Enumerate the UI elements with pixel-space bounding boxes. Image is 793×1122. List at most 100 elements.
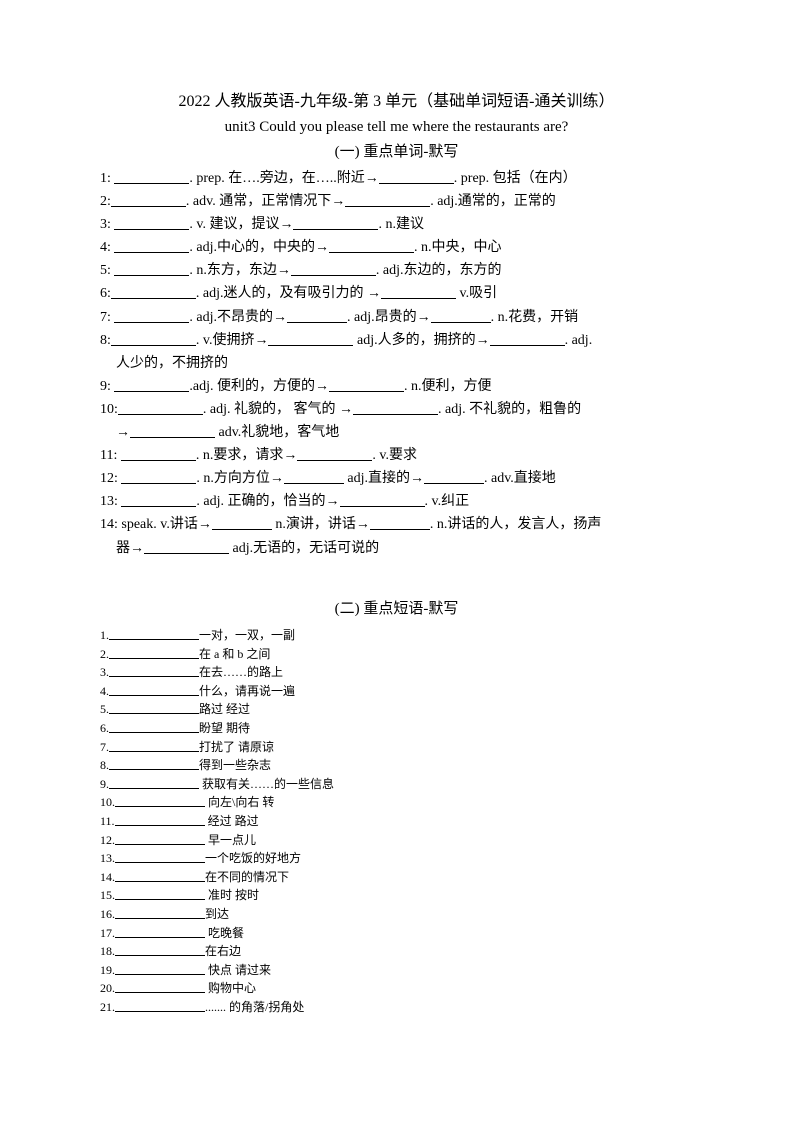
section1: 1: . prep. 在….旁边，在…..附近→. prep. 包括（在内） 2… <box>100 167 693 560</box>
blank[interactable] <box>144 540 229 554</box>
item-number: 5. <box>100 702 109 716</box>
blank[interactable] <box>370 516 430 530</box>
item-text: 经过 路过 <box>205 814 259 828</box>
phrase-item: 5.路过 经过 <box>100 700 693 719</box>
blank[interactable] <box>115 982 205 993</box>
item-14: 14: speak. v.讲话→ n.演讲，讲话→. n.讲话的人，发言人，扬声 <box>100 513 693 536</box>
blank[interactable] <box>111 193 186 207</box>
item-number: 15. <box>100 888 115 902</box>
blank[interactable] <box>109 778 199 789</box>
item-9: 9: .adj. 便利的，方便的→. n.便利，方便 <box>100 375 693 398</box>
item-text: 在去……的路上 <box>199 665 283 679</box>
blank[interactable] <box>109 685 199 696</box>
item-5: 5: . n.东方，东边→. adj.东边的，东方的 <box>100 259 693 282</box>
blank[interactable] <box>115 796 205 807</box>
blank[interactable] <box>115 964 205 975</box>
blank[interactable] <box>115 889 205 900</box>
blank[interactable] <box>111 332 196 346</box>
phrase-item: 10. 向左\向右 转 <box>100 793 693 812</box>
blank[interactable] <box>109 629 199 640</box>
blank[interactable] <box>115 815 205 826</box>
item-number: 11. <box>100 814 115 828</box>
blank[interactable] <box>115 834 205 845</box>
blank[interactable] <box>109 703 199 714</box>
blank[interactable] <box>115 852 205 863</box>
blank[interactable] <box>424 470 484 484</box>
item-number: 14. <box>100 870 115 884</box>
item-1: 1: . prep. 在….旁边，在…..附近→. prep. 包括（在内） <box>100 167 693 190</box>
phrase-item: 16.到达 <box>100 905 693 924</box>
item-text: 准时 按时 <box>205 888 259 902</box>
blank[interactable] <box>109 722 199 733</box>
phrase-item: 1.一对，一双，一副 <box>100 626 693 645</box>
blank[interactable] <box>353 401 438 415</box>
blank[interactable] <box>345 193 430 207</box>
phrase-item: 6. 盼望 期待 <box>100 719 693 738</box>
blank[interactable] <box>115 927 205 938</box>
blank[interactable] <box>297 447 372 461</box>
item-13: 13: . adj. 正确的，恰当的→. v.纠正 <box>100 490 693 513</box>
blank[interactable] <box>111 285 196 299</box>
item-10b: → adv.礼貌地，客气地 <box>100 421 693 444</box>
phrase-item: 11. 经过 路过 <box>100 812 693 831</box>
blank[interactable] <box>115 1001 205 1012</box>
blank[interactable] <box>293 216 378 230</box>
blank[interactable] <box>329 378 404 392</box>
item-4: 4: . adj.中心的，中央的→. n.中央，中心 <box>100 236 693 259</box>
blank[interactable] <box>329 239 414 253</box>
blank[interactable] <box>109 759 199 770</box>
item-number: 19. <box>100 963 115 977</box>
blank[interactable] <box>115 908 205 919</box>
item-3: 3: . v. 建议，提议→. n.建议 <box>100 213 693 236</box>
phrase-item: 4.什么，请再说一遍 <box>100 682 693 701</box>
blank[interactable] <box>109 741 199 752</box>
phrase-item: 12. 早一点儿 <box>100 831 693 850</box>
item-text: ....... 的角落/拐角处 <box>205 1000 304 1014</box>
blank[interactable] <box>130 424 215 438</box>
item-number: 8. <box>100 758 109 772</box>
phrase-item: 17. 吃晚餐 <box>100 924 693 943</box>
phrase-item: 2.在 a 和 b 之间 <box>100 645 693 664</box>
blank[interactable] <box>287 309 347 323</box>
item-number: 12. <box>100 833 115 847</box>
item-number: 6. <box>100 721 109 735</box>
blank[interactable] <box>114 262 189 276</box>
item-number: 18. <box>100 944 115 958</box>
phrase-item: 9. 获取有关……的一些信息 <box>100 775 693 794</box>
blank[interactable] <box>431 309 491 323</box>
item-text: 吃晚餐 <box>205 926 244 940</box>
item-10: 10:. adj. 礼貌的， 客气的 →. adj. 不礼貌的，粗鲁的 <box>100 398 693 421</box>
blank[interactable] <box>114 170 189 184</box>
blank[interactable] <box>490 332 565 346</box>
title-main: 2022 人教版英语-九年级-第 3 单元（基础单词短语-通关训练） <box>100 90 693 114</box>
blank[interactable] <box>115 871 205 882</box>
blank[interactable] <box>379 170 454 184</box>
phrase-item: 18. 在右边 <box>100 942 693 961</box>
blank[interactable] <box>114 216 189 230</box>
blank[interactable] <box>109 648 199 659</box>
item-2: 2:. adv. 通常，正常情况下→. adj.通常的，正常的 <box>100 190 693 213</box>
blank[interactable] <box>118 401 203 415</box>
phrase-item: 21........ 的角落/拐角处 <box>100 998 693 1017</box>
blank[interactable] <box>284 470 344 484</box>
item-text: 一对，一双，一副 <box>199 628 295 642</box>
blank[interactable] <box>109 666 199 677</box>
blank[interactable] <box>121 470 196 484</box>
blank[interactable] <box>291 262 376 276</box>
section2-title: (二) 重点短语-默写 <box>100 598 693 621</box>
phrase-item: 14.在不同的情况下 <box>100 868 693 887</box>
item-text: 在右边 <box>205 944 241 958</box>
blank[interactable] <box>340 493 425 507</box>
blank[interactable] <box>115 945 205 956</box>
blank[interactable] <box>121 493 196 507</box>
blank[interactable] <box>121 447 196 461</box>
blank[interactable] <box>114 378 189 392</box>
blank[interactable] <box>114 239 189 253</box>
blank[interactable] <box>114 309 189 323</box>
blank[interactable] <box>381 285 456 299</box>
item-text: 向左\向右 转 <box>205 795 274 809</box>
blank[interactable] <box>212 516 272 530</box>
blank[interactable] <box>268 332 353 346</box>
item-6: 6:. adj.迷人的，及有吸引力的 → v.吸引 <box>100 282 693 305</box>
item-text: 盼望 期待 <box>199 721 250 735</box>
